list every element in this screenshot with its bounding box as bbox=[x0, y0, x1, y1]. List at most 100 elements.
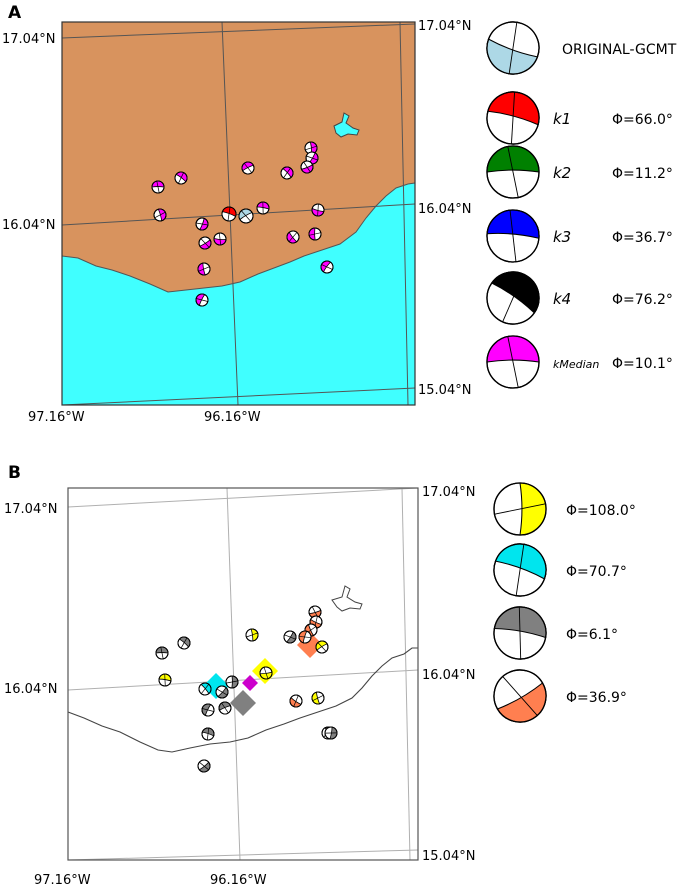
legend-b-beachball bbox=[493, 606, 547, 660]
legend-b-beachball bbox=[493, 482, 547, 536]
legend-a-name: k3 bbox=[553, 228, 571, 246]
panel-b-label: B bbox=[8, 463, 21, 483]
event-beachball-gcmt bbox=[238, 208, 254, 224]
cluster-beachball bbox=[298, 630, 312, 644]
cluster-beachball bbox=[225, 675, 239, 689]
lat-label-mid-left-b: 16.04°N bbox=[4, 682, 57, 697]
panel-a-label: A bbox=[8, 3, 22, 23]
legend-b-item: Φ=6.1° bbox=[493, 606, 618, 660]
coastline bbox=[67, 647, 418, 753]
event-beachball bbox=[280, 166, 294, 180]
lake-outline bbox=[331, 585, 363, 612]
cluster-beachball bbox=[283, 630, 297, 644]
cluster-beachball bbox=[289, 694, 303, 708]
legend-a-item: kMedian Φ=10.1° bbox=[486, 335, 673, 389]
centroid-diamond-gray bbox=[230, 690, 256, 716]
cluster-beachball bbox=[158, 673, 172, 687]
sea-area bbox=[61, 182, 416, 406]
event-beachball bbox=[213, 232, 227, 246]
lon-label-mid-b: 96.16°W bbox=[210, 873, 267, 888]
legend-a-beachball bbox=[486, 271, 540, 325]
panel-a: A 17.04°N 16.04°N 17.04°N 16.04°N 15.04°… bbox=[2, 3, 677, 425]
legend-a-phi: Φ=66.0° bbox=[612, 112, 673, 128]
cluster-beachball bbox=[201, 703, 215, 717]
legend-b-phi: Φ=108.0° bbox=[566, 503, 636, 519]
legend-a-beachball bbox=[486, 145, 540, 199]
legend-a-name: k1 bbox=[553, 110, 571, 128]
map-b-background bbox=[68, 488, 418, 860]
legend-b-beachball bbox=[493, 543, 547, 597]
legend-a-phi: Φ=10.1° bbox=[612, 356, 673, 372]
panel-b: B 17.04°N 16.04°N 17.04°N 16.04°N 15.04°… bbox=[4, 463, 636, 888]
event-beachball bbox=[195, 217, 209, 231]
legend-a-beachball bbox=[486, 91, 540, 145]
cluster-beachball bbox=[315, 640, 329, 654]
lat-label-top-left-b: 17.04°N bbox=[4, 502, 57, 517]
map-frame bbox=[61, 21, 416, 406]
event-beachball bbox=[286, 230, 300, 244]
cluster-beachball bbox=[198, 682, 212, 696]
cluster-beachball bbox=[155, 646, 169, 660]
legend-b-phi: Φ=70.7° bbox=[566, 564, 627, 580]
event-beachball bbox=[320, 260, 334, 274]
event-beachball bbox=[153, 208, 167, 222]
cluster-beachball bbox=[177, 636, 191, 650]
legend-a-name: k2 bbox=[553, 164, 571, 182]
centroid-diamonds bbox=[203, 632, 323, 716]
legend-b-phi: Φ=6.1° bbox=[566, 627, 618, 643]
legend-a-beachball bbox=[486, 21, 540, 75]
graticule-b bbox=[67, 487, 419, 861]
legend-a-item: k4 Φ=76.2° bbox=[486, 271, 673, 325]
event-beachball bbox=[174, 171, 188, 185]
legend-a-name: k4 bbox=[553, 290, 571, 308]
event-beachball bbox=[256, 201, 270, 215]
legend-a: ORIGINAL-GCMT k1 Φ=66.0° k2 Φ=11.2° k3 Φ=36.7°… bbox=[486, 21, 677, 389]
legend-a-beachball bbox=[486, 335, 540, 389]
legend-b-item: Φ=36.9° bbox=[493, 669, 627, 723]
cluster-beachball bbox=[197, 759, 211, 773]
lat-label-top-left: 17.04°N bbox=[2, 32, 55, 47]
event-beachball bbox=[311, 203, 325, 217]
legend-b-item: Φ=108.0° bbox=[493, 482, 636, 536]
lat-label-mid-left: 16.04°N bbox=[2, 218, 55, 233]
event-beachball-k1 bbox=[221, 206, 237, 222]
legend-a-item: k2 Φ=11.2° bbox=[486, 145, 673, 199]
lat-label-top-right: 17.04°N bbox=[418, 19, 471, 34]
event-beachball bbox=[195, 293, 209, 307]
legend-b-item: Φ=70.7° bbox=[493, 543, 627, 597]
legend-a-item: k1 Φ=66.0° bbox=[486, 91, 673, 145]
beachballs bbox=[151, 141, 334, 307]
cluster-beachball bbox=[218, 701, 232, 715]
cluster-beachball bbox=[215, 685, 229, 699]
lat-label-mid-right-b: 16.04°N bbox=[422, 668, 475, 683]
event-beachball bbox=[241, 161, 255, 175]
event-beachball bbox=[300, 160, 314, 174]
lon-label-left-b: 97.16°W bbox=[34, 873, 91, 888]
lat-label-bottom-right: 15.04°N bbox=[418, 383, 471, 398]
legend-a-phi: Φ=36.7° bbox=[612, 230, 673, 246]
legend-a-phi: Φ=11.2° bbox=[612, 166, 673, 182]
event-beachball bbox=[198, 236, 212, 250]
lon-label-mid: 96.16°W bbox=[204, 410, 261, 425]
lon-label-left: 97.16°W bbox=[28, 410, 85, 425]
legend-b-beachball bbox=[493, 669, 547, 723]
map-b-frame bbox=[67, 487, 419, 861]
legend-b: Φ=108.0° Φ=70.7° Φ=6.1° Φ=36.9° bbox=[493, 482, 636, 723]
cluster-beachball bbox=[259, 666, 273, 680]
centroid-diamond-magenta bbox=[242, 675, 258, 691]
cluster-beachball bbox=[311, 691, 325, 705]
legend-a-phi: Φ=76.2° bbox=[612, 292, 673, 308]
legend-a-item: ORIGINAL-GCMT bbox=[486, 21, 677, 75]
lake bbox=[333, 112, 360, 138]
cluster-beachball bbox=[324, 726, 338, 740]
legend-a-item: k3 Φ=36.7° bbox=[486, 209, 673, 263]
map-b bbox=[67, 487, 419, 861]
event-beachball bbox=[197, 262, 211, 276]
legend-b-phi: Φ=36.9° bbox=[566, 690, 627, 706]
legend-a-name: kMedian bbox=[553, 358, 599, 371]
legend-a-beachball bbox=[486, 209, 540, 263]
map-a bbox=[61, 21, 416, 406]
beachballs-b bbox=[155, 605, 338, 773]
event-beachball bbox=[308, 227, 322, 241]
